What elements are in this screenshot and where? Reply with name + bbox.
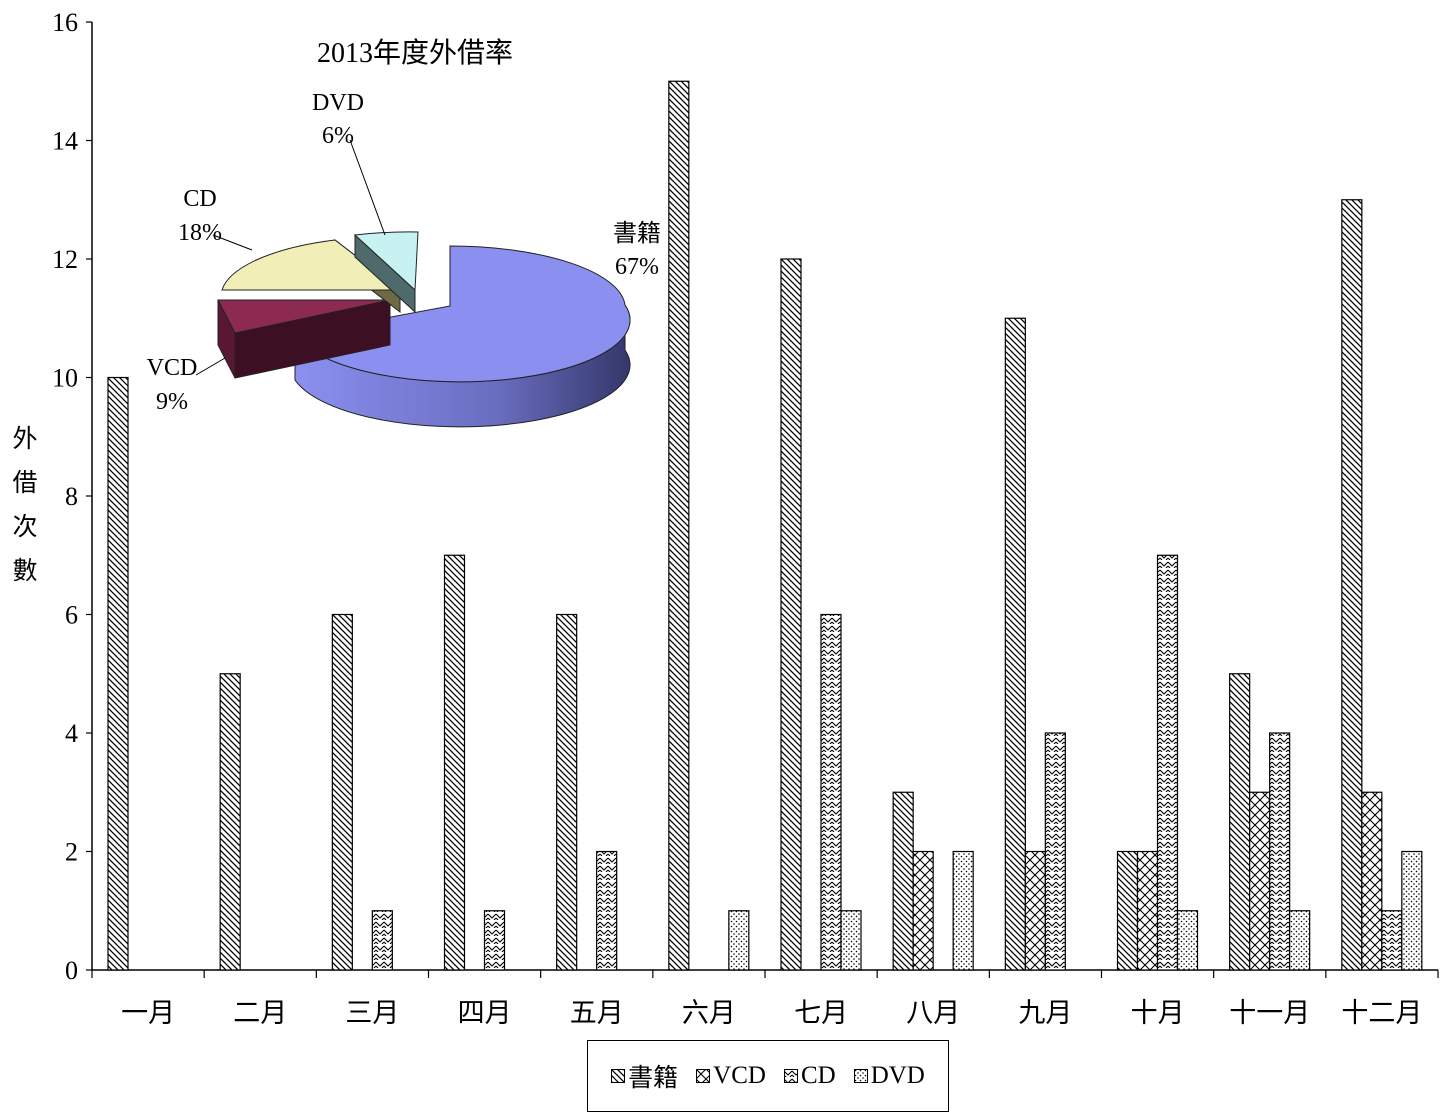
bar-書籍-十月 <box>1116 850 1139 971</box>
y-tick-label: 16 <box>52 8 78 37</box>
bar-DVD-八月 <box>952 850 974 971</box>
y-tick-label: 2 <box>65 838 78 867</box>
pie-label-書籍: 書籍 <box>613 220 661 247</box>
bar-DVD-十二月 <box>1401 850 1423 971</box>
y-tick-label: 14 <box>52 127 78 156</box>
bar-VCD-十月 <box>1136 850 1159 971</box>
bar-DVD-十月 <box>1176 910 1199 971</box>
pie-percent-VCD: 9% <box>156 389 188 415</box>
axes: 0 2 4 6 8 10 12 14 16 一月 二月 三月 四月 五月 六月 七月 八月 九月 十月 十一月 十二月 <box>52 8 1439 1029</box>
bar-CD-四月 <box>483 910 506 971</box>
bar-書籍-十二月 <box>1341 199 1363 971</box>
y-axis-label-char: 次 <box>12 512 37 541</box>
legend-label-書籍: 書籍 <box>628 1065 679 1092</box>
bar-書籍-三月 <box>331 613 353 971</box>
y-axis-label-char: 數 <box>12 556 37 585</box>
pie-label-DVD: DVD <box>312 90 364 116</box>
x-tick-label: 六月 <box>682 998 736 1029</box>
y-tick-label: 4 <box>65 719 78 748</box>
x-tick-label: 五月 <box>570 998 624 1029</box>
y-tick-label: 0 <box>65 956 78 985</box>
bar-書籍-九月 <box>1004 317 1026 971</box>
pie-chart: 2013年度外借率 DVD 6% CD 18% 書籍 67% VCD 9% <box>147 37 661 428</box>
y-tick-label: 6 <box>65 601 78 630</box>
pie-percent-書籍: 67% <box>615 254 659 280</box>
bar-書籍-一月 <box>107 376 129 971</box>
x-tick-label: 四月 <box>458 998 512 1029</box>
bar-CD-七月 <box>820 613 842 971</box>
y-tick-label: 12 <box>52 245 78 274</box>
bar-書籍-四月 <box>443 554 466 971</box>
bar-書籍-七月 <box>780 258 802 971</box>
pie-label-VCD: VCD <box>147 355 198 381</box>
y-axis-label-char: 借 <box>12 468 37 497</box>
bar-VCD-十二月 <box>1361 791 1383 971</box>
y-tick-label: 8 <box>65 482 78 511</box>
bar-書籍-五月 <box>556 613 578 971</box>
legend-swatch-VCD <box>696 1069 711 1083</box>
x-tick-label: 二月 <box>233 998 287 1029</box>
legend-item-CD: CD <box>783 1062 836 1090</box>
legend-item-DVD: DVD <box>853 1062 925 1090</box>
bar-書籍-十一月 <box>1229 673 1251 971</box>
pie-leader-VCD <box>195 357 226 376</box>
pie-slice-CD <box>221 239 402 291</box>
legend-label-CD: CD <box>800 1062 836 1089</box>
x-tick-label: 三月 <box>345 998 399 1029</box>
bar-CD-九月 <box>1044 732 1066 971</box>
pie-leader-CD <box>212 234 253 251</box>
legend: 書籍 VCD CD DVD <box>587 1040 949 1112</box>
x-tick-label: 一月 <box>121 998 175 1029</box>
bar-VCD-九月 <box>1024 850 1046 971</box>
legend-item-書籍: 書籍 <box>611 1058 678 1094</box>
bar-VCD-十一月 <box>1249 791 1271 971</box>
legend-label-DVD: DVD <box>870 1062 925 1089</box>
bars <box>107 80 1423 971</box>
pie-percent-DVD: 6% <box>322 123 354 149</box>
bar-DVD-七月 <box>840 910 862 971</box>
pie-slice-VCD <box>217 299 391 334</box>
x-tick-label: 十月 <box>1131 998 1185 1029</box>
bar-CD-十一月 <box>1269 732 1291 971</box>
y-tick-label: 10 <box>52 364 78 393</box>
x-tick-label: 八月 <box>906 998 960 1029</box>
legend-item-VCD: VCD <box>696 1062 766 1090</box>
legend-swatch-CD <box>783 1069 798 1083</box>
bar-書籍-二月 <box>219 673 241 971</box>
pie-title: 2013年度外借率 <box>317 37 513 69</box>
pie-label-CD: CD <box>183 186 216 212</box>
x-tick-label: 九月 <box>1018 998 1072 1029</box>
pie-slice-DVD <box>353 231 419 292</box>
x-tick-label: 十一月 <box>1229 998 1310 1029</box>
legend-swatch-DVD <box>853 1069 868 1083</box>
bar-VCD-八月 <box>912 850 934 971</box>
x-tick-label: 十二月 <box>1341 998 1422 1029</box>
y-axis-label-char: 外 <box>12 424 37 453</box>
bar-書籍-八月 <box>892 791 914 971</box>
pie-leader-DVD <box>349 139 386 236</box>
bar-CD-十二月 <box>1381 910 1403 971</box>
bar-DVD-六月 <box>728 910 750 971</box>
legend-label-VCD: VCD <box>713 1062 766 1089</box>
legend-swatch-書籍 <box>611 1069 626 1083</box>
bar-書籍-六月 <box>668 80 690 971</box>
pie-percent-CD: 18% <box>178 220 222 246</box>
x-tick-label: 七月 <box>794 998 848 1029</box>
bar-CD-五月 <box>596 850 618 971</box>
bar-CD-三月 <box>371 910 393 971</box>
bar-DVD-十一月 <box>1289 910 1311 971</box>
bar-CD-十月 <box>1156 554 1179 971</box>
